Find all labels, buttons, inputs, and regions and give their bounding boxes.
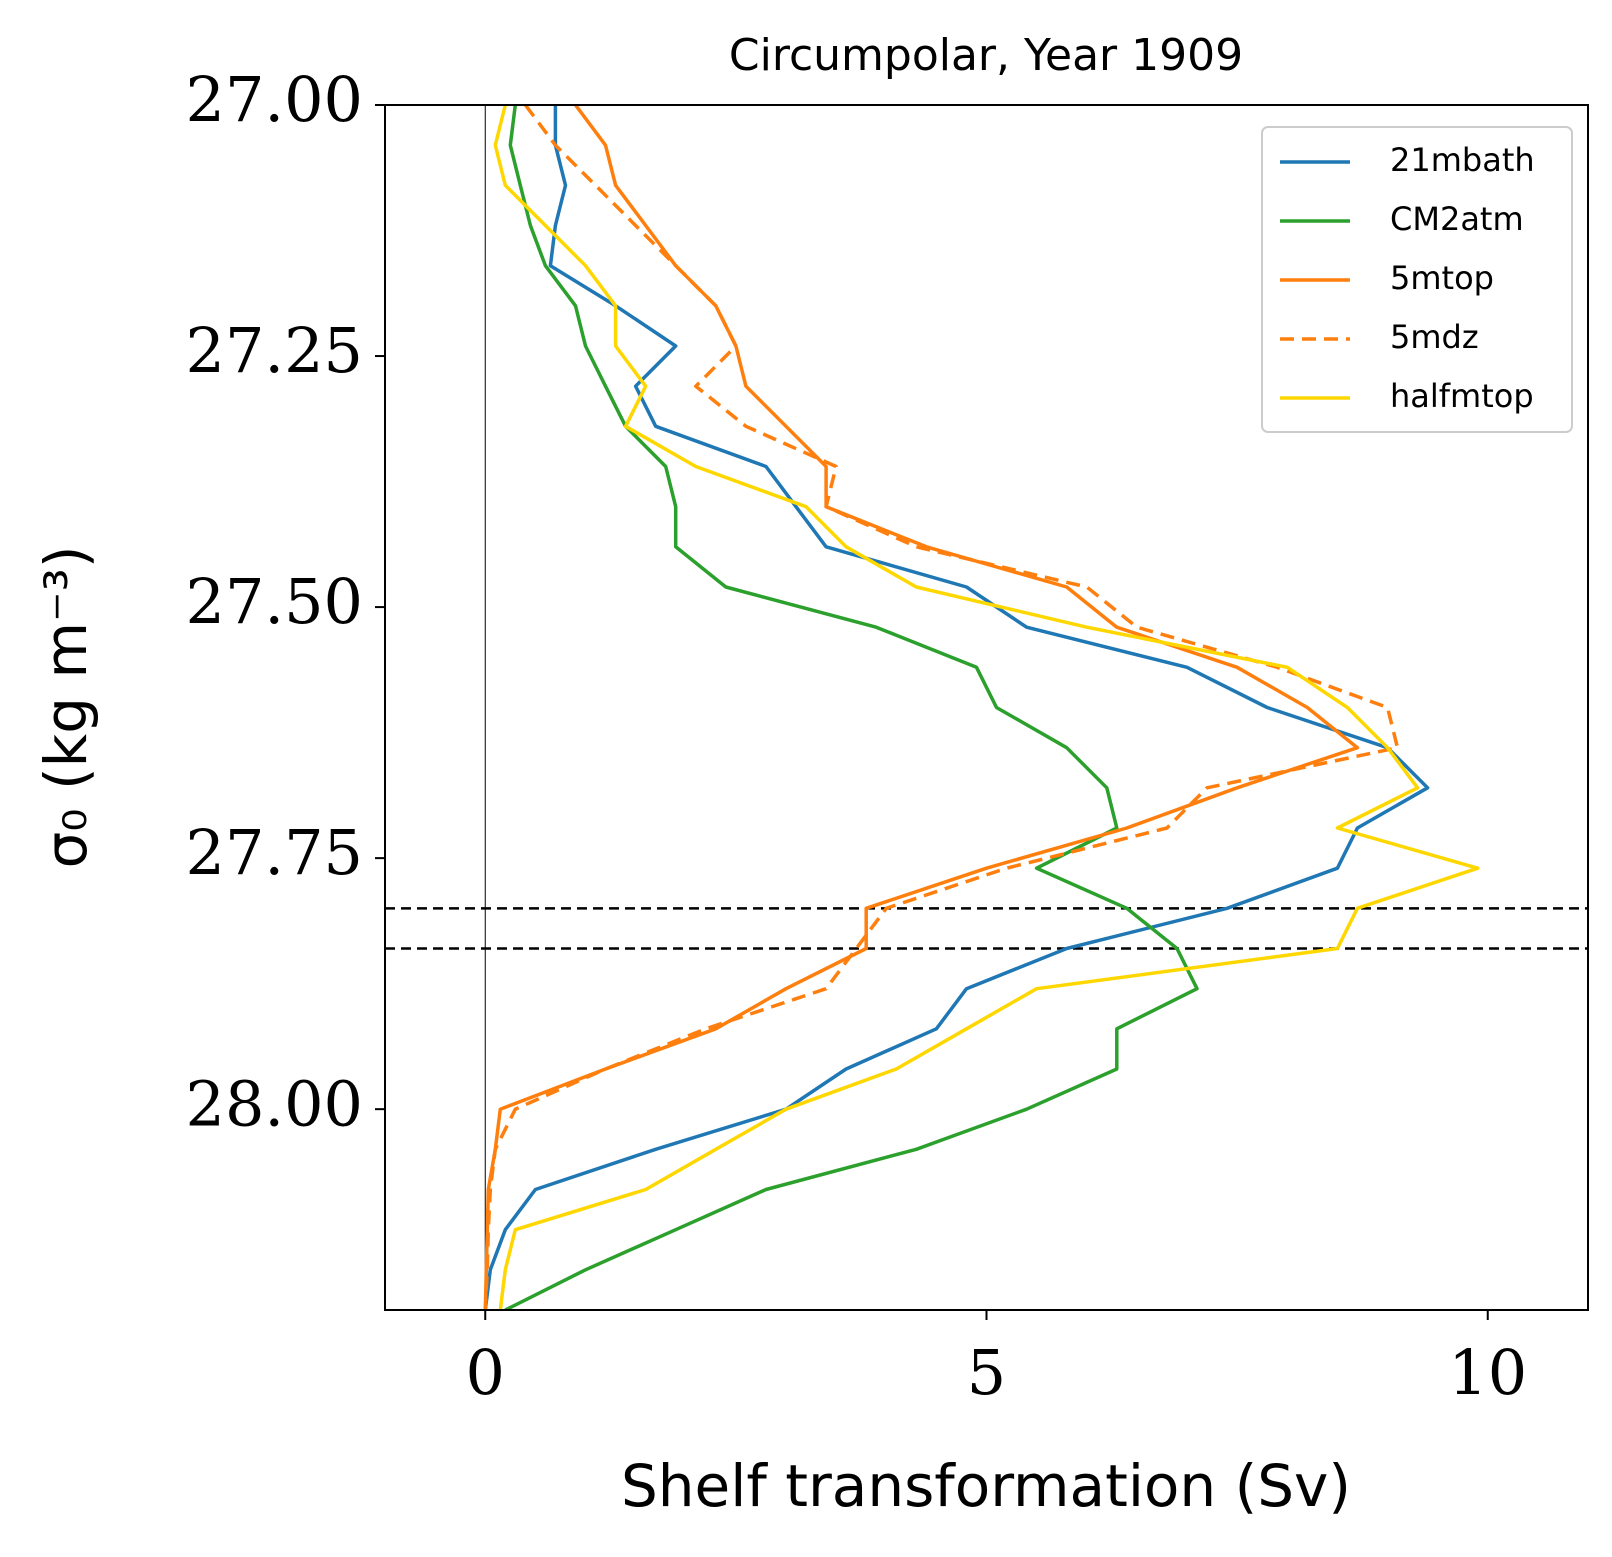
legend-label: halfmtop bbox=[1390, 377, 1534, 415]
y-tick-label: 27.00 bbox=[186, 63, 364, 136]
x-tick-label: 10 bbox=[1448, 1336, 1527, 1409]
y-tick-label: 28.00 bbox=[186, 1067, 364, 1140]
legend-label: 21mbath bbox=[1390, 141, 1535, 179]
legend-box bbox=[1261, 126, 1573, 433]
legend-label: CM2atm bbox=[1390, 200, 1524, 238]
x-axis-label: Shelf transformation (Sv) bbox=[621, 1452, 1351, 1520]
legend-label: 5mtop bbox=[1390, 259, 1494, 297]
y-tick-label: 27.50 bbox=[186, 565, 364, 638]
chart-title: Circumpolar, Year 1909 bbox=[729, 30, 1243, 81]
series-line bbox=[504, 105, 1199, 1310]
series-line bbox=[493, 105, 1480, 1310]
series-line bbox=[483, 105, 1400, 1310]
y-tick-label: 27.25 bbox=[186, 314, 364, 387]
legend-label: 5mdz bbox=[1390, 318, 1479, 356]
y-tick-label: 27.75 bbox=[186, 816, 364, 889]
y-axis-label: σ₀ (kg m⁻³) bbox=[32, 546, 100, 869]
x-tick-label: 0 bbox=[466, 1336, 505, 1409]
x-tick-label: 5 bbox=[967, 1336, 1006, 1409]
plot-frame bbox=[384, 104, 1589, 1311]
